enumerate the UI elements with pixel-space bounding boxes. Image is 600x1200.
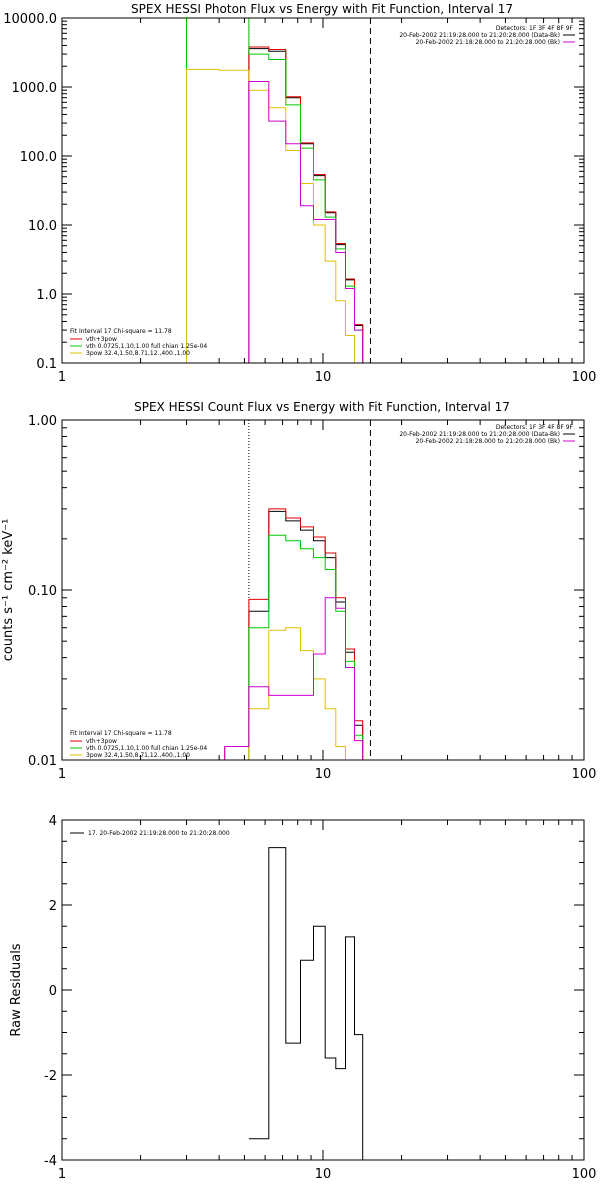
y-axis-label: Raw Residuals (9, 943, 24, 1036)
series-line-1 (248, 46, 364, 363)
series-line-1 (224, 508, 364, 760)
x-tick-label: 1 (58, 1167, 66, 1182)
background-interval-note: 20-Feb-2002 21:18:28.000 to 21:20:28.000… (416, 39, 560, 46)
series-line-3 (248, 627, 355, 761)
panel-residuals: Raw Residuals 1 10 100 -4 -2 0 2 4 17. 20-Feb-2… (9, 814, 596, 1182)
y-axis-label: counts s⁻¹ cm⁻² keV⁻¹ (1, 519, 16, 662)
data-interval-note: 20-Feb-2002 21:19:28.000 to 21:20:28.000… (399, 431, 560, 438)
data-marks (224, 420, 371, 761)
data-marks (186, 17, 371, 364)
y-tick-label: -2 (44, 1069, 57, 1084)
panel-title: SPEX HESSI Photon Flux vs Energy with Fi… (131, 2, 513, 16)
plot-frame (61, 819, 585, 1161)
y-tick-label: 0.1 (36, 357, 57, 372)
y-tick-label: 0.10 (28, 584, 57, 599)
series-line-0 (248, 847, 371, 1161)
x-tick-label: 1 (58, 370, 66, 385)
legend-entry-fit: vth+3pow (86, 738, 117, 745)
series-line-2 (248, 534, 364, 760)
panel-photon-flux: SPEX HESSI Photon Flux vs Energy with Fi… (3, 2, 596, 385)
y-tick-label: 1000.0 (12, 81, 58, 96)
series-line-4 (224, 597, 364, 760)
info-annotation: Detectors: 1F 3F 4F 8F 9F 20-Feb-2002 21… (399, 424, 575, 445)
axis-ticks: 1 10 100 0.01 0.10 1.00 (28, 414, 596, 782)
panel-count-flux: SPEX HESSI Count Flux vs Energy with Fit… (1, 400, 596, 782)
x-tick-label: 10 (315, 370, 332, 385)
data-marks (248, 847, 371, 1161)
x-tick-label: 100 (572, 370, 597, 385)
y-tick-label: 0 (49, 984, 57, 999)
data-interval-note: 20-Feb-2002 21:19:28.000 to 21:20:28.000… (399, 32, 560, 39)
x-tick-label: 100 (572, 767, 597, 782)
y-tick-label: 2 (49, 899, 57, 914)
y-tick-label: 1.00 (28, 414, 57, 429)
legend-entry-fit: vth+3pow (86, 336, 117, 343)
series-line-0 (248, 510, 364, 760)
x-tick-label: 1 (58, 767, 66, 782)
detectors-note: Detectors: 1F 3F 4F 8F 9F (496, 424, 574, 431)
y-tick-label: 10.0 (28, 219, 57, 234)
y-tick-label: 4 (49, 814, 57, 829)
axis-ticks: 1 10 100 -4 -2 0 2 4 (44, 814, 596, 1182)
y-tick-label: 1.0 (36, 288, 57, 303)
x-tick-label: 10 (315, 1167, 332, 1182)
series-line-2 (186, 17, 364, 363)
legend-entry-thermal: vth 0.0725,1.10,1.00 full chian 1.25e-04 (86, 745, 207, 752)
axis-ticks: 1 10 100 0.1 1.0 10.0 100.0 1000.0 10000.0 (3, 12, 596, 385)
x-tick-label: 100 (572, 1167, 597, 1182)
legend-entry-residual: 17. 20-Feb-2002 21:19:28.000 to 21:20:28… (88, 830, 230, 837)
legend-title: Fit Interval 17 Chi-square = 11.78 (70, 328, 172, 335)
y-tick-label: -4 (44, 1154, 57, 1169)
plot-frame (61, 17, 585, 364)
y-tick-label: 10000.0 (3, 12, 57, 27)
legend-box: 17. 20-Feb-2002 21:19:28.000 to 21:20:28… (70, 830, 230, 837)
series-line-0 (248, 48, 364, 363)
legend-entry-powerlaw: 3pow 32.4,1.50,8.71,12.,400.,1.00 (86, 350, 190, 357)
y-tick-label: 100.0 (20, 150, 57, 165)
legend-entry-powerlaw: 3pow 32.4,1.50,8.71,12.,400.,1.00 (86, 752, 190, 759)
series-line-4 (248, 81, 364, 363)
legend-entry-thermal: vth 0.0725,1.10,1.00 full chian 1.25e-04 (86, 343, 207, 350)
panel-title: SPEX HESSI Count Flux vs Energy with Fit… (134, 400, 510, 414)
x-tick-label: 10 (315, 767, 332, 782)
legend-box: Fit Interval 17 Chi-square = 11.78 vth+3… (70, 328, 207, 357)
info-annotation: Detectors: 1F 3F 4F 8F 9F 20-Feb-2002 21… (399, 25, 575, 46)
legend-box: Fit Interval 17 Chi-square = 11.78 vth+3… (70, 730, 207, 759)
legend-title: Fit Interval 17 Chi-square = 11.78 (70, 730, 172, 737)
plot-frame (61, 419, 585, 761)
background-interval-note: 20-Feb-2002 21:18:28.000 to 21:20:28.000… (416, 438, 560, 445)
detectors-note: Detectors: 1F 3F 4F 8F 9F (496, 25, 574, 32)
y-tick-label: 0.01 (28, 754, 57, 769)
